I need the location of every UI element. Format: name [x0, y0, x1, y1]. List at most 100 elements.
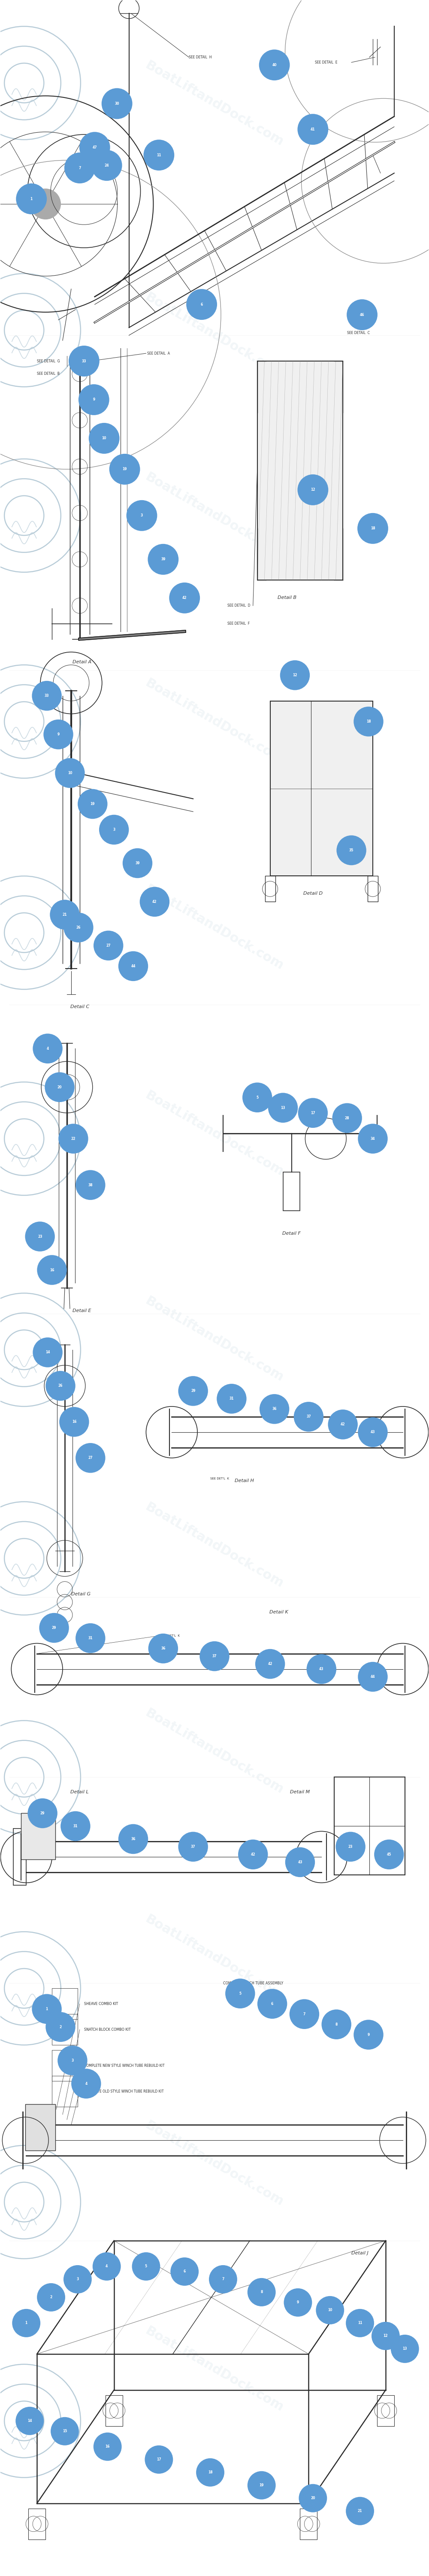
Ellipse shape [242, 1082, 272, 1113]
Text: 38: 38 [88, 1182, 93, 1188]
Text: SEE DETAIL  C: SEE DETAIL C [347, 330, 370, 335]
Text: 1: 1 [45, 2007, 48, 2012]
Ellipse shape [78, 788, 107, 819]
Text: 44: 44 [371, 1674, 375, 1680]
Ellipse shape [59, 1406, 89, 1437]
Ellipse shape [217, 1383, 247, 1414]
Ellipse shape [45, 1370, 76, 1401]
Ellipse shape [298, 1097, 328, 1128]
Ellipse shape [353, 706, 384, 737]
Text: 29: 29 [40, 1811, 45, 1816]
Ellipse shape [186, 289, 217, 319]
Text: 29: 29 [52, 1625, 56, 1631]
Text: SEE DETAIL  H: SEE DETAIL H [189, 54, 212, 59]
Text: 7: 7 [303, 2012, 305, 2017]
Text: 43: 43 [371, 1430, 375, 1435]
Ellipse shape [37, 1255, 67, 1285]
Text: 9: 9 [93, 397, 95, 402]
Ellipse shape [64, 152, 95, 183]
Ellipse shape [118, 1824, 148, 1855]
Text: 17: 17 [311, 1110, 315, 1115]
Text: 6: 6 [200, 301, 203, 307]
Text: SHEAVE COMBO KIT: SHEAVE COMBO KIT [84, 2002, 118, 2007]
Text: 13: 13 [281, 1105, 285, 1110]
Text: 1: 1 [25, 2321, 27, 2326]
Ellipse shape [307, 1654, 336, 1685]
Text: 19: 19 [91, 801, 95, 806]
Ellipse shape [45, 1072, 75, 1103]
Text: 5: 5 [256, 1095, 258, 1100]
FancyBboxPatch shape [270, 701, 373, 876]
Ellipse shape [372, 2321, 400, 2349]
Text: Detail L: Detail L [70, 1790, 89, 1795]
Text: 15: 15 [63, 2429, 67, 2434]
Ellipse shape [43, 719, 73, 750]
Text: 3: 3 [76, 2277, 79, 2282]
Ellipse shape [268, 1092, 298, 1123]
Text: 3: 3 [71, 2058, 74, 2063]
Ellipse shape [145, 2445, 173, 2473]
Text: 16: 16 [50, 1267, 54, 1273]
Ellipse shape [76, 1170, 106, 1200]
Ellipse shape [32, 1994, 62, 2025]
Text: 20: 20 [57, 1084, 62, 1090]
Text: 12: 12 [384, 2334, 388, 2339]
Text: 12: 12 [293, 672, 297, 677]
Text: 45: 45 [387, 1852, 391, 1857]
Ellipse shape [290, 1999, 319, 2030]
Text: 36: 36 [272, 1406, 277, 1412]
Ellipse shape [140, 886, 169, 917]
Ellipse shape [284, 2287, 312, 2316]
FancyBboxPatch shape [25, 2105, 55, 2151]
Text: 37: 37 [191, 1844, 195, 1850]
Text: BoatLiftandDock.com: BoatLiftandDock.com [143, 884, 286, 971]
Text: 4: 4 [85, 2081, 87, 2087]
Ellipse shape [57, 2045, 88, 2076]
Ellipse shape [99, 814, 129, 845]
Text: BoatLiftandDock.com: BoatLiftandDock.com [143, 2324, 286, 2414]
Ellipse shape [63, 912, 94, 943]
Text: 37: 37 [306, 1414, 311, 1419]
Text: 44: 44 [131, 963, 136, 969]
Text: COMPLETE NEW STYLE WINCH TUBE REBUILD KIT: COMPLETE NEW STYLE WINCH TUBE REBUILD KI… [84, 2063, 164, 2069]
Text: 33: 33 [82, 358, 86, 363]
Ellipse shape [336, 835, 366, 866]
Text: 39: 39 [161, 556, 166, 562]
Text: 7: 7 [222, 2277, 224, 2282]
Ellipse shape [294, 1401, 323, 1432]
Ellipse shape [143, 139, 174, 170]
Text: 19: 19 [259, 2483, 264, 2488]
Text: 35: 35 [349, 848, 353, 853]
FancyBboxPatch shape [21, 1814, 55, 1860]
Text: BoatLiftandDock.com: BoatLiftandDock.com [143, 677, 286, 768]
Text: 3: 3 [141, 513, 143, 518]
Ellipse shape [353, 2020, 384, 2050]
Text: SEE DETAIL  D: SEE DETAIL D [227, 603, 251, 608]
Ellipse shape [238, 1839, 268, 1870]
Text: 13: 13 [403, 2347, 407, 2352]
Ellipse shape [357, 513, 388, 544]
Text: Detail M: Detail M [290, 1790, 310, 1795]
Text: 42: 42 [251, 1852, 255, 1857]
Text: 14: 14 [27, 2419, 32, 2424]
Text: 18: 18 [371, 526, 375, 531]
Text: 42: 42 [152, 899, 157, 904]
Text: 11: 11 [157, 152, 161, 157]
Text: 20: 20 [311, 2496, 315, 2501]
Ellipse shape [148, 544, 178, 574]
Text: SNATCH BLOCK COMBO KIT: SNATCH BLOCK COMBO KIT [84, 2027, 130, 2032]
Text: 43: 43 [298, 1860, 302, 1865]
Ellipse shape [346, 2308, 374, 2336]
Ellipse shape [55, 757, 85, 788]
Ellipse shape [79, 384, 109, 415]
Text: 9: 9 [57, 732, 60, 737]
Text: 6: 6 [271, 2002, 273, 2007]
Ellipse shape [178, 1832, 208, 1862]
Ellipse shape [118, 951, 148, 981]
Text: 18: 18 [366, 719, 371, 724]
Ellipse shape [37, 2282, 65, 2311]
Text: 29: 29 [191, 1388, 195, 1394]
Text: 30: 30 [115, 100, 119, 106]
Text: 39: 39 [135, 860, 140, 866]
Text: 11: 11 [358, 2321, 362, 2326]
